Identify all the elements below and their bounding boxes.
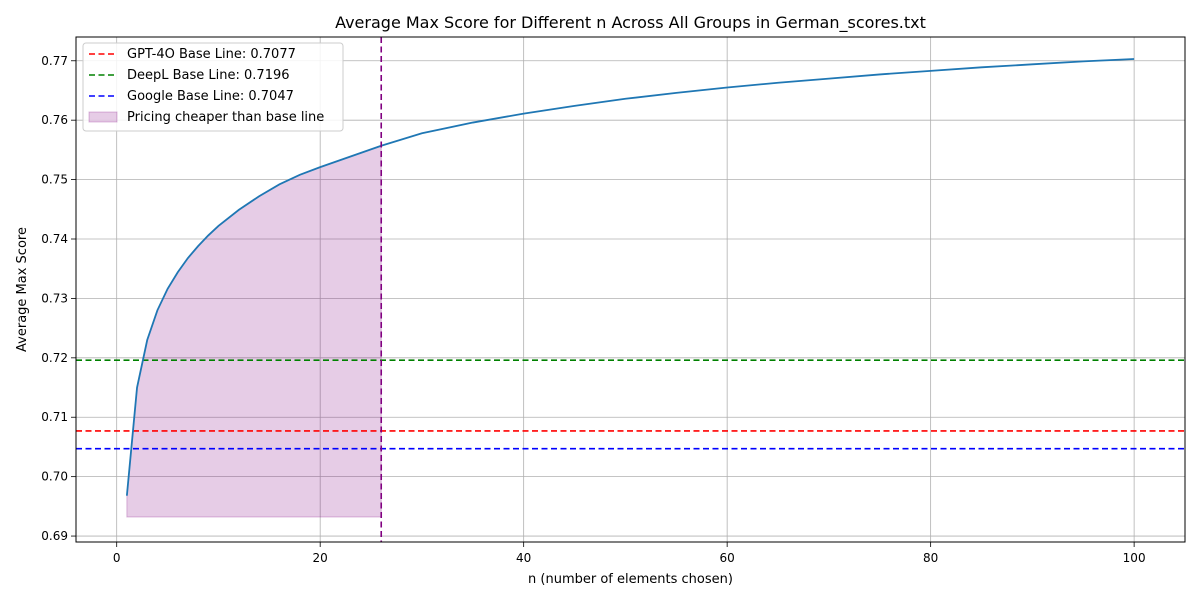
y-tick-label: 0.76 xyxy=(41,113,68,127)
y-tick-label: 0.77 xyxy=(41,54,68,68)
y-tick-label: 0.70 xyxy=(41,470,68,484)
grid xyxy=(76,37,1185,542)
y-tick-label: 0.73 xyxy=(41,291,68,305)
y-tick-label: 0.72 xyxy=(41,351,68,365)
y-tick-label: 0.71 xyxy=(41,410,68,424)
x-axis-label: n (number of elements chosen) xyxy=(528,572,733,587)
y-tick-label: 0.74 xyxy=(41,232,68,246)
legend-label: GPT-4O Base Line: 0.7077 xyxy=(127,47,296,62)
y-tick-label: 0.75 xyxy=(41,173,68,187)
legend: GPT-4O Base Line: 0.7077 DeepL Base Line:… xyxy=(82,42,344,132)
legend-label: Pricing cheaper than base line xyxy=(127,110,324,125)
baselines xyxy=(76,359,1185,450)
x-tick-label: 40 xyxy=(516,551,531,565)
chart-title: Average Max Score for Different n Across… xyxy=(335,13,926,33)
legend-box xyxy=(82,42,344,132)
plot-frame xyxy=(75,36,1186,543)
x-tick-label: 60 xyxy=(720,551,735,565)
x-tick-label: 100 xyxy=(1123,551,1146,565)
x-tick-label: 80 xyxy=(923,551,938,565)
y-tick-label: 0.69 xyxy=(41,529,68,543)
series-line xyxy=(125,58,1135,496)
shaded-region xyxy=(126,145,382,518)
legend-label: Google Base Line: 0.7047 xyxy=(127,89,294,104)
x-tick-label: 0 xyxy=(113,551,121,565)
y-axis-label: Average Max Score xyxy=(15,227,30,352)
legend-swatch xyxy=(88,111,118,123)
shaded-area xyxy=(126,145,382,518)
axis-ticks: 0 20 40 60 80 100 0.69 0.70 0.71 0.72 0.73 0.74 0.75… xyxy=(41,54,1145,565)
x-tick-label: 20 xyxy=(313,551,328,565)
series-lines xyxy=(125,58,1135,496)
legend-label: DeepL Base Line: 0.7196 xyxy=(127,68,290,83)
